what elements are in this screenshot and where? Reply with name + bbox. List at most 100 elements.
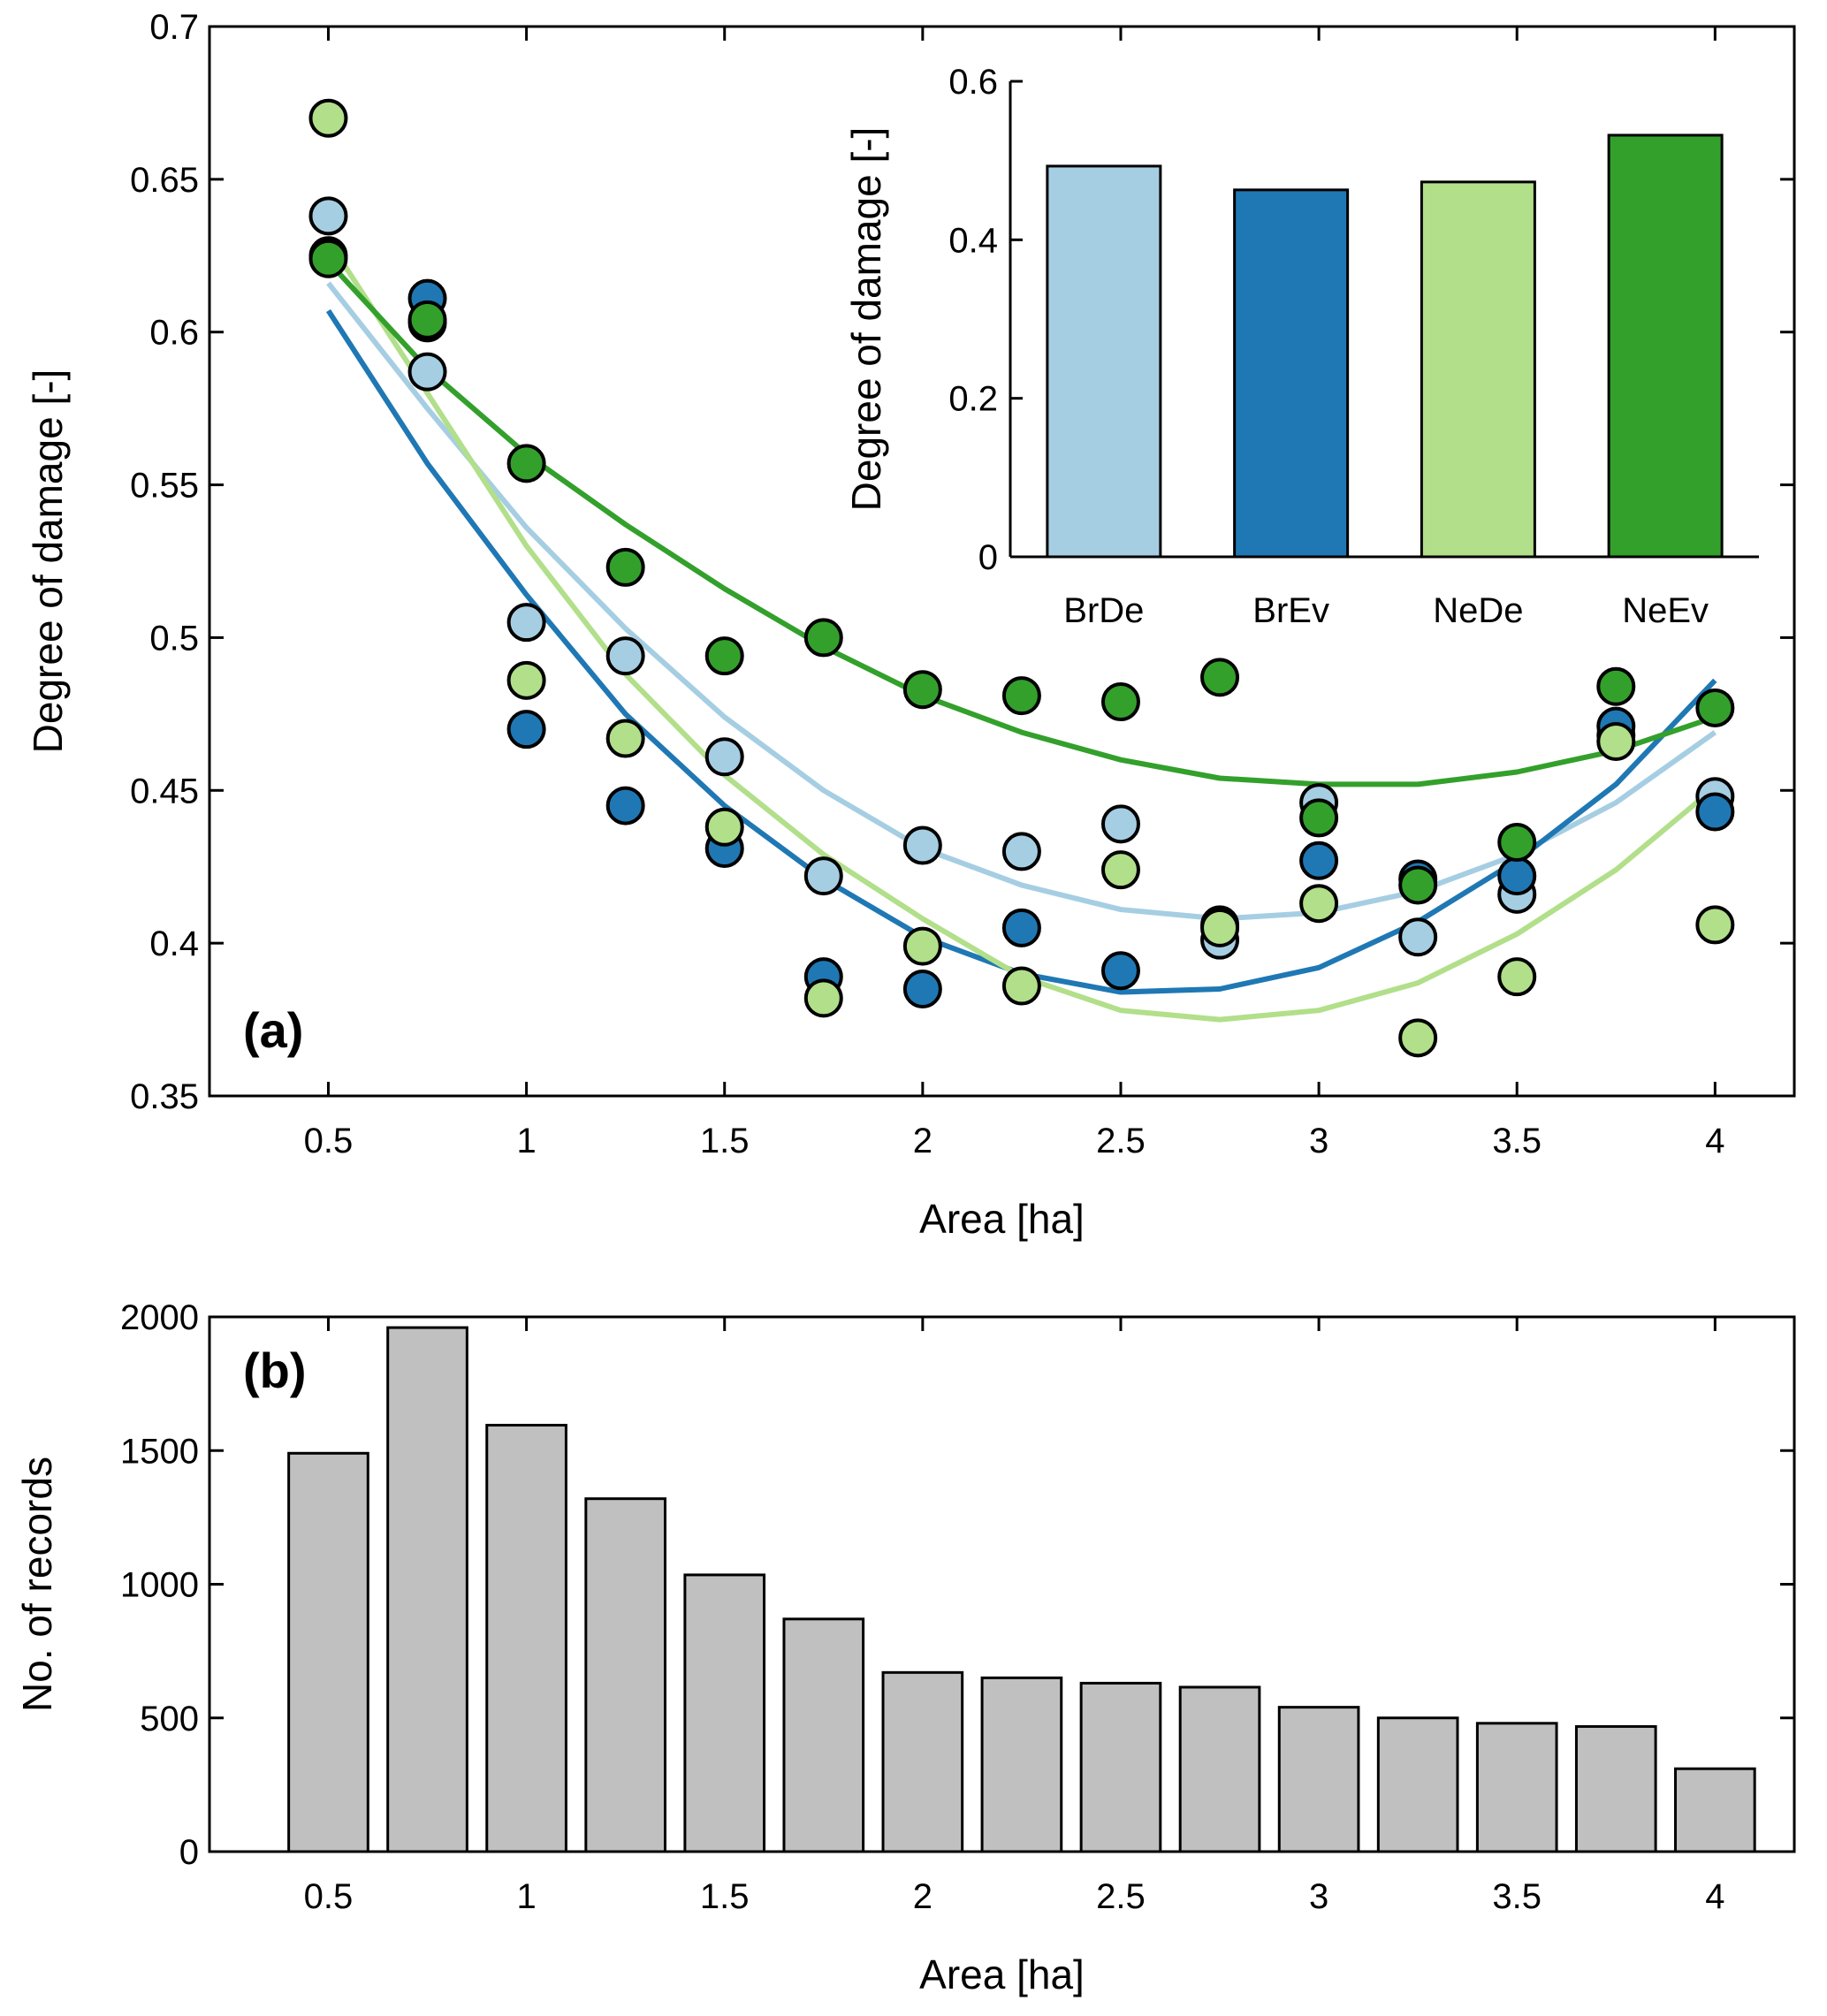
point-nede bbox=[1398, 1018, 1438, 1058]
inset-y-tick-label: 0.6 bbox=[948, 63, 998, 102]
panel-b-x-tick-label: 2 bbox=[913, 1877, 933, 1916]
panel-a-points bbox=[308, 98, 1735, 1058]
point-brde bbox=[506, 603, 546, 643]
panel-a-y-tick-label: 0.7 bbox=[149, 8, 199, 47]
inset-bar-brev bbox=[1233, 188, 1350, 559]
point-nede bbox=[902, 926, 942, 966]
point-brde bbox=[308, 196, 348, 236]
records-bar bbox=[1178, 1685, 1261, 1853]
panel-a-x-tick-label: 1.5 bbox=[700, 1122, 750, 1160]
records-bar bbox=[980, 1676, 1063, 1853]
point-nede bbox=[1100, 850, 1140, 890]
panel-a-y-tick-label: 0.5 bbox=[149, 619, 199, 658]
panel-b-x-tick-label: 3 bbox=[1309, 1877, 1328, 1916]
records-bar bbox=[1574, 1724, 1657, 1853]
panel-b-y-tick-label: 500 bbox=[140, 1700, 199, 1738]
records-bar bbox=[1277, 1706, 1360, 1853]
panel-b-x-tick-label: 2.5 bbox=[1096, 1877, 1146, 1916]
point-brde bbox=[407, 352, 447, 392]
inset-y-tick-label: 0 bbox=[978, 538, 998, 577]
records-bar bbox=[485, 1424, 567, 1853]
panel-b-y-tick-label: 0 bbox=[179, 1833, 199, 1872]
fit-line-neev bbox=[326, 260, 1717, 787]
panel-a-frame bbox=[208, 25, 1796, 1098]
panel-a-ticks: 0.5 1 1.5 2 2.5 3 3.5 4 0.35 0.4 0.45 0.5 0.55 0.6 0.6… bbox=[130, 8, 1794, 1160]
panel-a-x-tick-label: 2.5 bbox=[1096, 1122, 1146, 1160]
panel-a-x-tick-label: 0.5 bbox=[304, 1122, 354, 1160]
inset-category-label: NeEv bbox=[1622, 591, 1709, 630]
point-nede bbox=[506, 660, 546, 700]
panel-b-y-axis-label: No. of records bbox=[14, 1457, 60, 1712]
panel-b-x-axis-label: Area [ha] bbox=[919, 1951, 1085, 1997]
panel-b-frame bbox=[208, 1315, 1796, 1853]
records-bar bbox=[1475, 1722, 1558, 1853]
point-brev bbox=[1100, 951, 1140, 991]
panel-a-y-tick-label: 0.45 bbox=[130, 772, 199, 810]
point-neev bbox=[407, 300, 447, 339]
panel-a-x-tick-label: 3 bbox=[1309, 1122, 1328, 1160]
panel-b-y-tick-label: 1000 bbox=[120, 1566, 199, 1605]
point-neev bbox=[704, 636, 744, 676]
inset-category-label: BrDe bbox=[1063, 591, 1144, 630]
point-neev bbox=[1100, 682, 1140, 722]
panel-a-x-tick-label: 2 bbox=[913, 1122, 933, 1160]
panel-b-x-tick-label: 0.5 bbox=[304, 1877, 354, 1916]
panel-b-x-tick-label: 1.5 bbox=[700, 1877, 750, 1916]
inset-y-tick-label: 0.4 bbox=[948, 221, 998, 260]
panel-a-x-tick-label: 1 bbox=[516, 1122, 536, 1160]
inset-category-label: BrEv bbox=[1252, 591, 1329, 630]
point-nede bbox=[803, 978, 843, 1018]
panel-a-y-tick-label: 0.65 bbox=[130, 161, 199, 200]
point-nede bbox=[1695, 905, 1735, 945]
panel-b-x-tick-label: 3.5 bbox=[1492, 1877, 1542, 1916]
records-bar bbox=[386, 1326, 468, 1853]
panel-a-y-tick-label: 0.6 bbox=[149, 314, 199, 353]
inset-bar-brde bbox=[1046, 164, 1162, 559]
inset-y-tick-label: 0.2 bbox=[948, 380, 998, 419]
point-brde bbox=[1100, 804, 1140, 844]
records-bar bbox=[1674, 1767, 1756, 1853]
inset-bars: BrDe BrEv NeDe NeEv bbox=[1046, 133, 1724, 630]
point-neev bbox=[308, 239, 348, 278]
point-nede bbox=[308, 98, 348, 138]
panel-a-x-axis-label: Area [ha] bbox=[919, 1196, 1085, 1242]
point-nede bbox=[1596, 721, 1636, 761]
inset-category-label: NeDe bbox=[1433, 591, 1523, 630]
panel-a-y-tick-label: 0.4 bbox=[149, 924, 199, 963]
point-neev bbox=[1200, 658, 1240, 697]
point-neev bbox=[1398, 865, 1438, 905]
records-bar bbox=[1079, 1681, 1162, 1853]
fit-line-brde bbox=[326, 281, 1717, 922]
point-nede bbox=[1299, 884, 1339, 924]
point-brde bbox=[1398, 917, 1438, 957]
panel-b-bars bbox=[287, 1326, 1756, 1853]
point-neev bbox=[1299, 798, 1339, 838]
point-neev bbox=[506, 444, 546, 483]
panel-a-x-tick-label: 3.5 bbox=[1492, 1122, 1542, 1160]
panel-a-y-tick-label: 0.35 bbox=[130, 1077, 199, 1116]
records-bar bbox=[287, 1451, 369, 1853]
panel-b-label: (b) bbox=[243, 1343, 307, 1398]
panel-b-y-tick-label: 2000 bbox=[120, 1298, 199, 1337]
panel-b-y-tick-label: 1500 bbox=[120, 1432, 199, 1471]
inset-y-axis-label: Degree of damage [-] bbox=[843, 127, 889, 512]
point-nede bbox=[704, 807, 744, 847]
point-brde bbox=[803, 856, 843, 896]
panel-a-y-axis-label: Degree of damage [-] bbox=[25, 369, 71, 754]
panel-b-x-tick-label: 1 bbox=[516, 1877, 536, 1916]
point-brev bbox=[902, 970, 942, 1008]
inset-bar-neev bbox=[1607, 133, 1724, 559]
point-brde bbox=[1001, 832, 1041, 871]
point-neev bbox=[1596, 666, 1636, 706]
records-bar bbox=[683, 1573, 766, 1853]
point-brev bbox=[1497, 856, 1537, 896]
point-brev bbox=[506, 710, 546, 749]
point-neev bbox=[1497, 823, 1537, 863]
records-bar bbox=[881, 1670, 964, 1853]
panel-b-ticks: 0.5 1 1.5 2 2.5 3 3.5 4 0 500 1000 1500 2000 bbox=[120, 1298, 1794, 1916]
records-bar bbox=[782, 1617, 865, 1853]
panel-a-scatter-chart: 0.5 1 1.5 2 2.5 3 3.5 4 0.35 0.4 0.45 0.5 0.55 0.6 0.6… bbox=[25, 8, 1796, 1242]
point-brev bbox=[1001, 908, 1041, 947]
panel-a-label: (a) bbox=[243, 1002, 303, 1058]
